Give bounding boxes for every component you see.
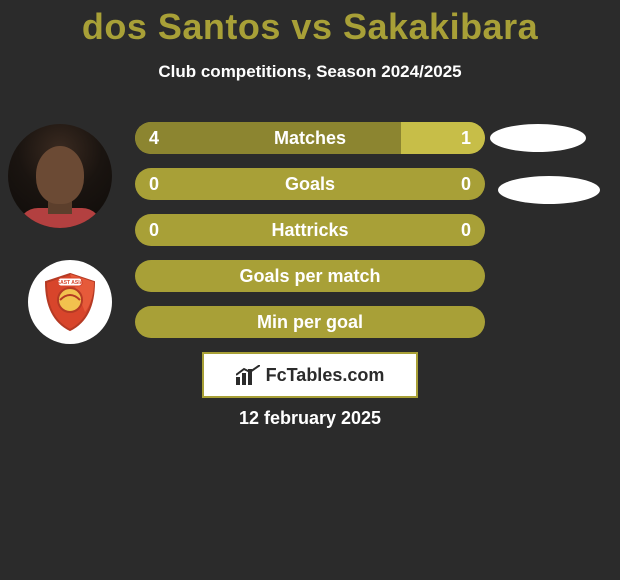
avatar-face — [36, 146, 84, 204]
stat-rows: 41Matches00Goals00HattricksGoals per mat… — [135, 122, 485, 352]
stat-value-right: 0 — [461, 168, 471, 200]
stat-label: Min per goal — [135, 306, 485, 338]
stat-label: Goals — [135, 168, 485, 200]
subtitle: Club competitions, Season 2024/2025 — [0, 62, 620, 82]
stat-value-left: 0 — [149, 214, 159, 246]
stat-value-right: 1 — [461, 122, 471, 154]
stat-label: Matches — [135, 122, 485, 154]
stat-row: 4 1Matches — [135, 122, 485, 154]
stat-row: Min per goal — [135, 306, 485, 338]
chart-icon — [236, 365, 260, 385]
player-right-placeholder — [498, 176, 600, 204]
stat-label: Hattricks — [135, 214, 485, 246]
stat-value-right: 0 — [461, 214, 471, 246]
branding-box: FcTables.com — [202, 352, 418, 398]
player-right-placeholder — [490, 124, 586, 152]
stat-row: 0 0Goals — [135, 168, 485, 200]
stat-row: Goals per match — [135, 260, 485, 292]
svg-text:EAST ASIA: EAST ASIA — [57, 280, 84, 286]
stat-value-left: 4 — [149, 122, 159, 154]
shield-icon: EAST ASIA — [38, 270, 102, 334]
stat-label: Goals per match — [135, 260, 485, 292]
club-badge: EAST ASIA — [28, 260, 112, 344]
player-left-avatar — [8, 124, 112, 228]
stat-value-left: 0 — [149, 168, 159, 200]
page-title: dos Santos vs Sakakibara — [0, 0, 620, 48]
date-label: 12 february 2025 — [0, 408, 620, 429]
branding-label: FcTables.com — [266, 365, 385, 386]
stat-row: 0 0Hattricks — [135, 214, 485, 246]
